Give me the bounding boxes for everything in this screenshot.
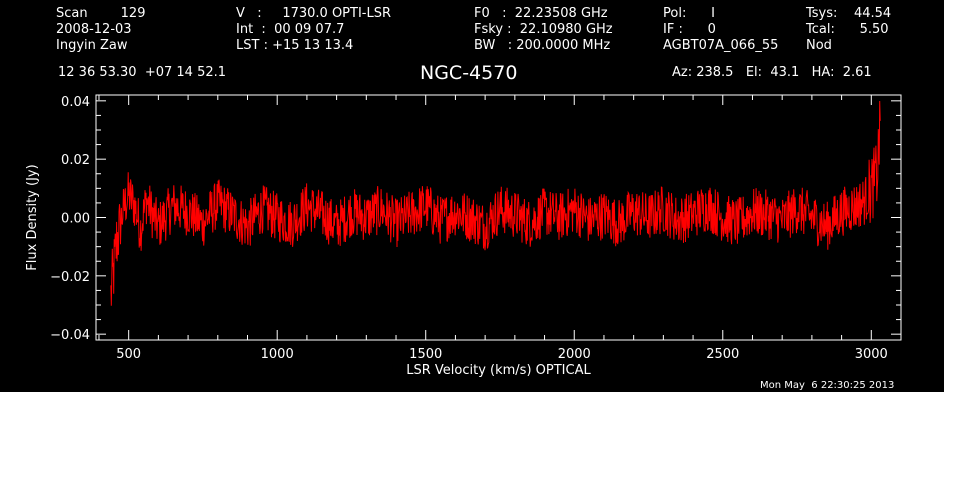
header-f0: F0 : 22.23508 GHz (474, 6, 608, 21)
x-tick-label: 1000 (261, 347, 294, 362)
header-fsky: Fsky : 22.10980 GHz (474, 22, 613, 37)
header-velocity: V : 1730.0 OPTI-LSR (236, 6, 392, 21)
x-tick-label: 2500 (706, 347, 739, 362)
axis-tick-labels: 500 1000 1500 2000 2500 3000 −0.04 −0.02 0.00 0.0… (50, 95, 888, 362)
header-tsys: Tsys: 44.54 (806, 6, 892, 21)
header-observer: Ingyin Zaw (56, 38, 128, 53)
chart-title: NGC-4570 (420, 62, 518, 84)
y-tick-label: −0.02 (50, 270, 90, 285)
header-project: AGBT07A_066_55 (663, 38, 779, 53)
x-tick-label: 1500 (409, 347, 442, 362)
header-pol: Pol: I (663, 6, 715, 21)
header-lst: LST : +15 13 13.4 (236, 38, 354, 53)
header-date: 2008-12-03 (56, 22, 132, 37)
header-mode: Nod (806, 38, 832, 53)
spectrum-line (110, 100, 881, 306)
y-tick-label: 0.00 (61, 212, 90, 227)
plot-window: Scan 129 2008-12-03 Ingyin Zaw V : 1730.… (0, 0, 944, 392)
y-tick-label: 0.04 (61, 95, 90, 110)
y-tick-label: −0.04 (50, 328, 90, 343)
header-tcal: Tcal: 5.50 (806, 22, 889, 37)
x-tick-label: 500 (116, 347, 141, 362)
header-if: IF : 0 (663, 22, 716, 37)
header-coords: 12 36 53.30 +07 14 52.1 (58, 65, 227, 80)
axis-ticks (96, 95, 902, 340)
header-pointing: Az: 238.5 El: 43.1 HA: 2.61 (672, 65, 872, 80)
x-axis-label: LSR Velocity (km/s) OPTICAL (406, 363, 591, 378)
timestamp: Mon May 6 22:30:25 2013 (760, 380, 895, 391)
y-axis-label: Flux Density (Jy) (25, 164, 40, 270)
spectrum-chart: 500 1000 1500 2000 2500 3000 −0.04 −0.02 0.00 0.0… (25, 94, 902, 378)
header-integration: Int : 00 09 07.7 (236, 22, 345, 37)
header-bw: BW : 200.0000 MHz (474, 38, 611, 53)
x-tick-label: 2000 (558, 347, 591, 362)
series-group (110, 100, 881, 306)
x-tick-label: 3000 (855, 347, 888, 362)
header-scan: Scan 129 (56, 6, 146, 21)
y-tick-label: 0.02 (61, 153, 90, 168)
